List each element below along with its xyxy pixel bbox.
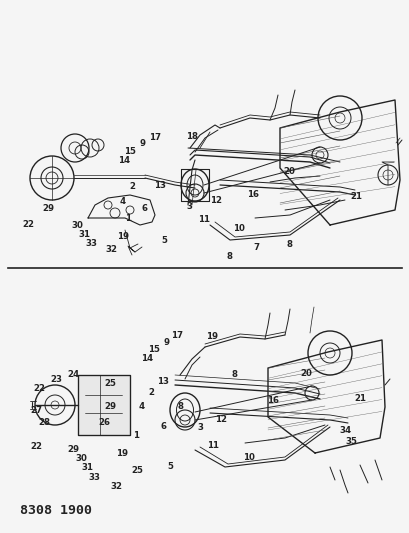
- Text: 27: 27: [30, 406, 42, 415]
- Text: 15: 15: [148, 345, 159, 354]
- Text: 11: 11: [198, 215, 210, 224]
- Text: 20: 20: [283, 167, 294, 176]
- Text: 9: 9: [163, 338, 169, 346]
- Text: 10: 10: [232, 224, 244, 232]
- Text: 34: 34: [339, 426, 351, 435]
- Text: 15: 15: [124, 148, 136, 156]
- Text: 21: 21: [349, 192, 361, 200]
- Text: 32: 32: [105, 245, 117, 254]
- Text: 14: 14: [140, 354, 153, 362]
- Text: 16: 16: [266, 397, 278, 405]
- Text: 2: 2: [148, 388, 154, 397]
- Text: 12: 12: [215, 415, 227, 424]
- Text: 29: 29: [103, 402, 116, 410]
- Text: 10: 10: [243, 453, 254, 462]
- Text: 33: 33: [85, 239, 97, 247]
- Text: 31: 31: [81, 463, 94, 472]
- Text: 5: 5: [161, 237, 166, 245]
- Text: 17: 17: [171, 332, 183, 340]
- Text: 8: 8: [226, 253, 232, 261]
- Text: 29: 29: [67, 445, 79, 454]
- Text: 25: 25: [105, 379, 116, 388]
- Text: 19: 19: [116, 449, 128, 457]
- Text: 32: 32: [110, 482, 122, 491]
- Text: 9: 9: [139, 140, 145, 148]
- Text: 35: 35: [345, 437, 357, 446]
- Text: 3: 3: [186, 203, 192, 211]
- Text: 8: 8: [285, 240, 291, 248]
- Text: 29: 29: [42, 205, 54, 213]
- Text: 4: 4: [119, 197, 125, 206]
- Text: 30: 30: [75, 454, 87, 463]
- Text: 8: 8: [231, 370, 237, 378]
- Text: 11: 11: [207, 441, 219, 450]
- Text: 1: 1: [125, 214, 130, 223]
- Text: 33: 33: [88, 473, 100, 481]
- Text: 12: 12: [210, 196, 222, 205]
- Text: 16: 16: [247, 190, 259, 198]
- Text: 26: 26: [98, 418, 110, 427]
- Text: 8: 8: [177, 402, 183, 410]
- Bar: [78, 375, 130, 435]
- Text: 21: 21: [354, 394, 366, 403]
- Text: 17: 17: [148, 133, 161, 142]
- Text: 8308 1900: 8308 1900: [20, 504, 92, 517]
- Text: 13: 13: [157, 377, 169, 385]
- Text: 22: 22: [30, 442, 42, 451]
- Text: 2: 2: [129, 182, 135, 191]
- Text: 19: 19: [117, 232, 129, 240]
- Text: 24: 24: [67, 370, 79, 378]
- Text: 23: 23: [50, 375, 63, 384]
- Text: 25: 25: [131, 466, 143, 475]
- Text: 22: 22: [33, 384, 45, 392]
- Text: 31: 31: [78, 230, 90, 239]
- Text: 1: 1: [133, 432, 139, 440]
- Text: 22: 22: [22, 221, 34, 229]
- Text: 14: 14: [117, 157, 130, 165]
- Text: 3: 3: [197, 423, 202, 432]
- Text: 7: 7: [253, 244, 258, 252]
- Text: 5: 5: [167, 463, 173, 471]
- Text: 28: 28: [38, 418, 50, 426]
- Text: 6: 6: [160, 422, 166, 431]
- Text: 20: 20: [300, 369, 312, 377]
- Text: 19: 19: [206, 333, 218, 341]
- Text: 13: 13: [153, 181, 166, 190]
- Text: 6: 6: [141, 205, 147, 213]
- Text: 18: 18: [185, 132, 198, 141]
- Text: 30: 30: [71, 222, 83, 230]
- Text: 4: 4: [138, 402, 144, 410]
